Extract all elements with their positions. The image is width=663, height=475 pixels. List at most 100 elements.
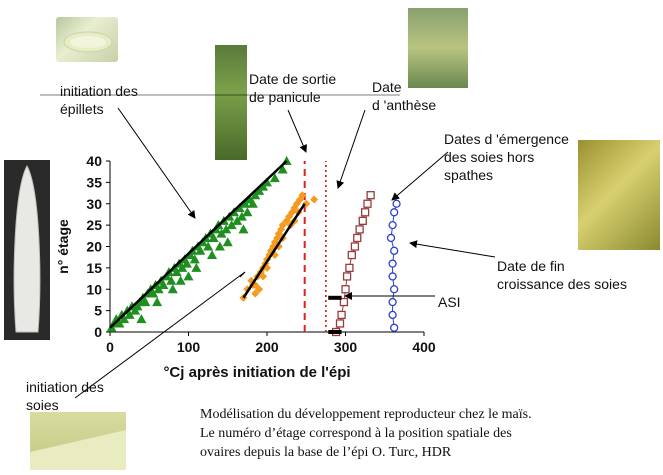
point-triangle: [158, 279, 169, 289]
point-diamond: [251, 289, 260, 298]
y-tick-label: 0: [94, 324, 102, 340]
ear-photo-left-icon: [4, 160, 50, 340]
point-triangle: [195, 245, 206, 255]
spike-photo-bottom-icon: [30, 412, 126, 470]
point-triangle: [175, 275, 186, 285]
spike-photo-top-icon: [56, 17, 118, 62]
annotation-arrow: [336, 109, 366, 189]
y-tick-label: 40: [86, 153, 102, 169]
point-triangle: [277, 164, 288, 174]
annotation-line-soies: [74, 271, 246, 399]
y-tick-label: 15: [86, 260, 102, 276]
point-triangle: [148, 288, 159, 298]
point-triangle: [208, 232, 219, 242]
point-square: [360, 208, 370, 217]
point-square: [339, 297, 349, 307]
point-triangle: [166, 275, 177, 285]
point-triangle: [189, 254, 200, 264]
point-triangle: [234, 203, 245, 213]
point-triangle: [124, 309, 135, 319]
point-diamond: [298, 191, 307, 200]
annotation-arrow: [287, 109, 307, 153]
y-tick-label: 5: [94, 303, 102, 319]
x-axis-title: °Cj après initiation de l'épi: [163, 364, 350, 381]
annotation-arrow: [391, 151, 449, 201]
point-triangle: [183, 271, 194, 281]
y-tick-label: 10: [86, 281, 102, 297]
label-anthese: Date d 'anthèse: [372, 79, 437, 113]
y-axis-title: n° étage: [55, 219, 71, 274]
plant-photo-icon: [215, 45, 247, 160]
x-tick-label: 200: [255, 339, 279, 355]
label-asi: ASI: [438, 294, 461, 310]
point-circle: [388, 220, 397, 230]
point-triangle: [171, 267, 182, 277]
point-circle: [390, 208, 399, 217]
point-triangle: [238, 224, 249, 234]
point-circle: [388, 310, 397, 320]
point-triangle: [181, 258, 192, 268]
point-triangle: [136, 314, 147, 324]
point-triangle: [242, 207, 253, 217]
point-diamond: [255, 285, 264, 294]
point-circle: [390, 285, 399, 294]
label-fin-croissance: Date de fin croissance des soies: [497, 258, 627, 292]
point-square: [363, 199, 372, 208]
x-tick-label: 400: [412, 339, 436, 355]
point-square: [366, 191, 375, 200]
fit-line: [109, 160, 288, 329]
point-diamond: [278, 221, 287, 230]
point-circle: [388, 259, 397, 268]
y-tick-label: 20: [86, 239, 102, 255]
tassel-photo-icon: [408, 8, 468, 88]
point-triangle: [207, 250, 218, 260]
figure-caption: Modélisation du développement reproducte…: [200, 407, 532, 460]
point-circle: [390, 323, 399, 332]
y-tick-label: 30: [86, 196, 102, 212]
x-tick-label: 300: [334, 339, 358, 355]
point-diamond: [310, 195, 319, 204]
point-diamond: [259, 272, 268, 281]
point-square: [335, 319, 345, 328]
point-triangle: [262, 177, 272, 187]
point-triangle: [226, 220, 237, 230]
fit-line: [242, 203, 306, 299]
label-initiation-soies: initiation des soies: [26, 379, 104, 413]
point-triangle: [247, 198, 258, 208]
point-triangle: [140, 297, 151, 307]
point-square: [345, 263, 354, 273]
point-triangle: [152, 297, 163, 307]
point-square: [355, 225, 364, 234]
x-tick-label: 0: [106, 339, 114, 355]
point-triangle: [203, 241, 214, 251]
y-tick-label: 35: [86, 174, 102, 190]
label-sortie-panicule: Date de sortie de panicule: [249, 71, 337, 105]
point-circle: [388, 272, 397, 281]
point-triangle: [119, 314, 130, 324]
point-triangle: [221, 224, 232, 234]
point-circle: [392, 199, 401, 208]
point-square: [353, 233, 362, 243]
point-triangle: [167, 284, 178, 294]
silk-photo-icon: [578, 140, 660, 250]
label-initiation-epillets: initiation des épillets: [60, 83, 138, 117]
annotation-arrow-soies: [239, 271, 246, 278]
annotation-arrow: [409, 240, 496, 258]
annotation-arrow: [117, 107, 196, 219]
y-tick-label: 25: [86, 217, 102, 233]
point-triangle: [269, 173, 280, 183]
point-square: [358, 216, 367, 226]
point-triangle: [214, 241, 225, 251]
point-square: [341, 285, 350, 294]
label-emergence: Dates d 'émergence des soies hors spathe…: [444, 131, 569, 183]
point-triangle: [222, 237, 233, 247]
point-circle: [388, 297, 397, 307]
point-triangle: [191, 262, 202, 272]
point-square: [342, 272, 352, 281]
point-circle: [386, 233, 396, 243]
point-square: [347, 250, 356, 260]
point-triangle: [236, 211, 247, 221]
x-tick-label: 100: [177, 339, 201, 355]
point-square: [350, 242, 360, 251]
